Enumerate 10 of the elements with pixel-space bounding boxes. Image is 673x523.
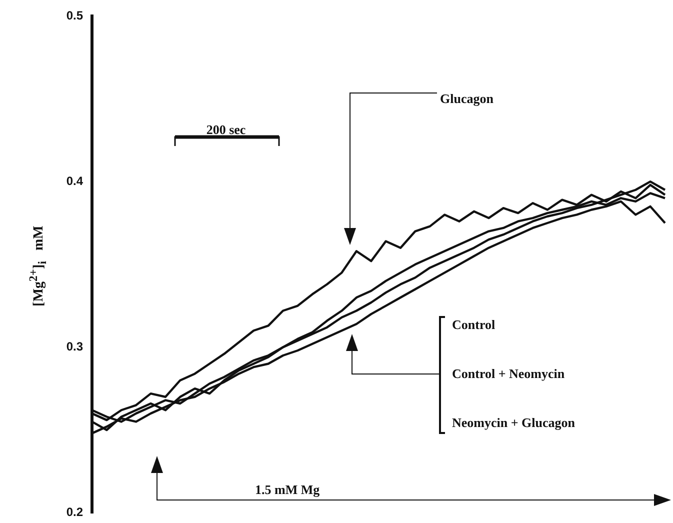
annotation: 200 sec	[206, 122, 246, 138]
annotation: 1.5 mM Mg	[255, 482, 320, 498]
y-tick-label: 0.4	[66, 174, 84, 188]
annotation: Neomycin + Glucagon	[452, 415, 575, 431]
y-tick-label: 0.5	[66, 8, 84, 22]
annotation: Control + Neomycin	[452, 366, 565, 382]
annotation: Control	[452, 317, 496, 333]
annotation: Glucagon	[440, 91, 494, 107]
y-tick-label: 0.3	[66, 340, 84, 354]
y-tick-label: 0.2	[66, 505, 84, 520]
